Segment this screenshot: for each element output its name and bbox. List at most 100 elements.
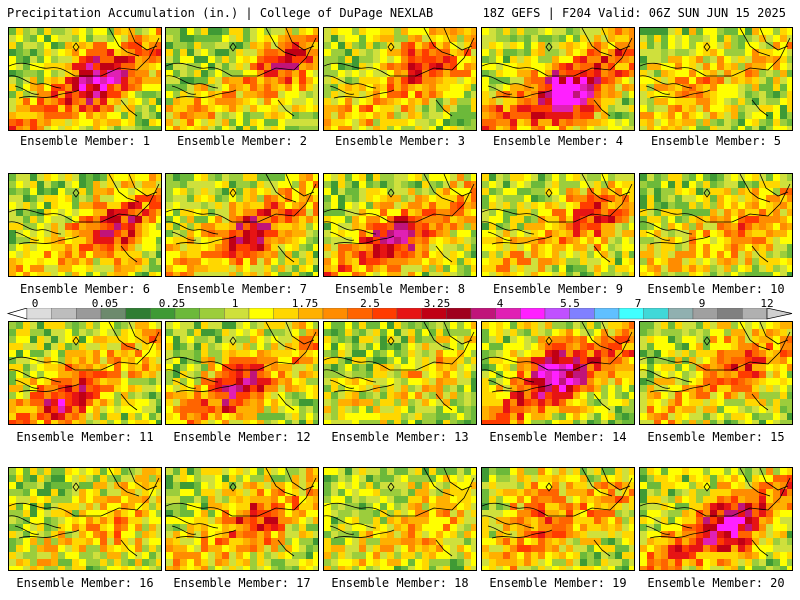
ensemble-map-17 bbox=[165, 467, 319, 571]
colorbar-swatch bbox=[421, 308, 447, 320]
colorbar-swatch bbox=[150, 308, 176, 320]
ensemble-map-16 bbox=[8, 467, 162, 571]
colorbar-swatch bbox=[446, 308, 472, 320]
geography-outline bbox=[640, 322, 791, 411]
colorbar-swatch bbox=[520, 308, 546, 320]
ensemble-map-14 bbox=[481, 321, 635, 425]
ensemble-member-label: Ensemble Member: 2 bbox=[176, 134, 308, 148]
geography-outline bbox=[324, 174, 475, 263]
ensemble-map-18 bbox=[323, 467, 477, 571]
colorbar-swatch bbox=[544, 308, 570, 320]
colorbar-tick-label: 0.25 bbox=[158, 297, 186, 310]
colorbar-swatch bbox=[298, 308, 324, 320]
geography-outline bbox=[482, 174, 633, 263]
colorbar-tick-label: 0 bbox=[31, 297, 39, 310]
colorbar-tick-label: 2.5 bbox=[360, 297, 380, 310]
colorbar-swatch bbox=[26, 308, 52, 320]
colorbar-swatch bbox=[495, 308, 521, 320]
colorbar-tick-label: 5.5 bbox=[560, 297, 580, 310]
ensemble-member-label: Ensemble Member: 13 bbox=[331, 430, 469, 444]
geography-outline bbox=[166, 468, 317, 557]
ensemble-member-label: Ensemble Member: 11 bbox=[16, 430, 154, 444]
colorbar-left-arrow bbox=[6, 308, 28, 320]
geography-outline bbox=[166, 174, 317, 263]
ensemble-map-1 bbox=[8, 27, 162, 131]
colorbar-swatch bbox=[100, 308, 126, 320]
geography-outline bbox=[324, 28, 475, 117]
ensemble-map-4 bbox=[481, 27, 635, 131]
ensemble-member-label: Ensemble Member: 18 bbox=[331, 576, 469, 590]
ensemble-member-label: Ensemble Member: 4 bbox=[492, 134, 624, 148]
colorbar-swatch bbox=[199, 308, 225, 320]
colorbar-swatch bbox=[643, 308, 669, 320]
colorbar-swatch bbox=[594, 308, 620, 320]
colorbar-swatch bbox=[51, 308, 77, 320]
ensemble-member-label: Ensemble Member: 9 bbox=[492, 282, 624, 296]
colorbar-swatch bbox=[322, 308, 348, 320]
colorbar-swatch bbox=[174, 308, 200, 320]
ensemble-member-label: Ensemble Member: 12 bbox=[173, 430, 311, 444]
geography-outline bbox=[324, 322, 475, 411]
precipitation-colorbar: 0 0.05 0.25 1 1.75 2.5 3.25 4 5.5 7 9 12 bbox=[5, 297, 795, 321]
geography-outline bbox=[9, 468, 160, 557]
colorbar-tick-label: 4 bbox=[496, 297, 504, 310]
geography-outline bbox=[640, 468, 791, 557]
geography-outline bbox=[482, 468, 633, 557]
geography-outline bbox=[482, 322, 633, 411]
colorbar-tick-label: 12 bbox=[760, 297, 774, 310]
colorbar-swatch bbox=[396, 308, 422, 320]
ensemble-member-label: Ensemble Member: 14 bbox=[489, 430, 627, 444]
geography-outline bbox=[9, 174, 160, 263]
ensemble-map-12 bbox=[165, 321, 319, 425]
map-title: Precipitation Accumulation (in.) | Colle… bbox=[7, 6, 434, 20]
ensemble-map-15 bbox=[639, 321, 793, 425]
ensemble-map-20 bbox=[639, 467, 793, 571]
ensemble-map-11 bbox=[8, 321, 162, 425]
colorbar-tick-label: 9 bbox=[698, 297, 706, 310]
ensemble-member-label: Ensemble Member: 10 bbox=[647, 282, 785, 296]
ensemble-map-19 bbox=[481, 467, 635, 571]
colorbar-tick-label: 7 bbox=[634, 297, 642, 310]
colorbar-swatch bbox=[347, 308, 373, 320]
ensemble-member-label: Ensemble Member: 6 bbox=[19, 282, 151, 296]
ensemble-member-label: Ensemble Member: 16 bbox=[16, 576, 154, 590]
colorbar-tick-label: 1 bbox=[231, 297, 239, 310]
colorbar-swatch bbox=[125, 308, 151, 320]
ensemble-map-13 bbox=[323, 321, 477, 425]
ensemble-member-label: Ensemble Member: 19 bbox=[489, 576, 627, 590]
colorbar-swatch bbox=[618, 308, 644, 320]
colorbar-tick-label: 3.25 bbox=[423, 297, 451, 310]
ensemble-map-10 bbox=[639, 173, 793, 277]
colorbar-swatch bbox=[76, 308, 102, 320]
colorbar-swatch bbox=[742, 308, 768, 320]
colorbar-swatch bbox=[372, 308, 398, 320]
ensemble-member-label: Ensemble Member: 15 bbox=[647, 430, 785, 444]
colorbar-swatch bbox=[717, 308, 743, 320]
colorbar-swatch bbox=[692, 308, 718, 320]
ensemble-map-7 bbox=[165, 173, 319, 277]
ensemble-member-label: Ensemble Member: 1 bbox=[19, 134, 151, 148]
colorbar-swatch bbox=[470, 308, 496, 320]
colorbar-swatch bbox=[668, 308, 694, 320]
geography-outline bbox=[166, 322, 317, 411]
ensemble-member-label: Ensemble Member: 17 bbox=[173, 576, 311, 590]
ensemble-map-5 bbox=[639, 27, 793, 131]
colorbar-swatch bbox=[273, 308, 299, 320]
geography-outline bbox=[324, 468, 475, 557]
colorbar-strip bbox=[6, 308, 793, 320]
colorbar-swatch bbox=[569, 308, 595, 320]
geography-outline bbox=[9, 28, 160, 117]
colorbar-tick-label: 0.05 bbox=[91, 297, 119, 310]
ensemble-map-8 bbox=[323, 173, 477, 277]
ensemble-map-2 bbox=[165, 27, 319, 131]
ensemble-member-label: Ensemble Member: 7 bbox=[176, 282, 308, 296]
ensemble-member-label: Ensemble Member: 3 bbox=[334, 134, 466, 148]
ensemble-member-label: Ensemble Member: 8 bbox=[334, 282, 466, 296]
colorbar-tick-label: 1.75 bbox=[291, 297, 319, 310]
colorbar-right-arrow bbox=[766, 308, 793, 320]
geography-outline bbox=[9, 322, 160, 411]
colorbar-swatch bbox=[248, 308, 274, 320]
ensemble-map-9 bbox=[481, 173, 635, 277]
ensemble-map-3 bbox=[323, 27, 477, 131]
geography-outline bbox=[166, 28, 317, 117]
